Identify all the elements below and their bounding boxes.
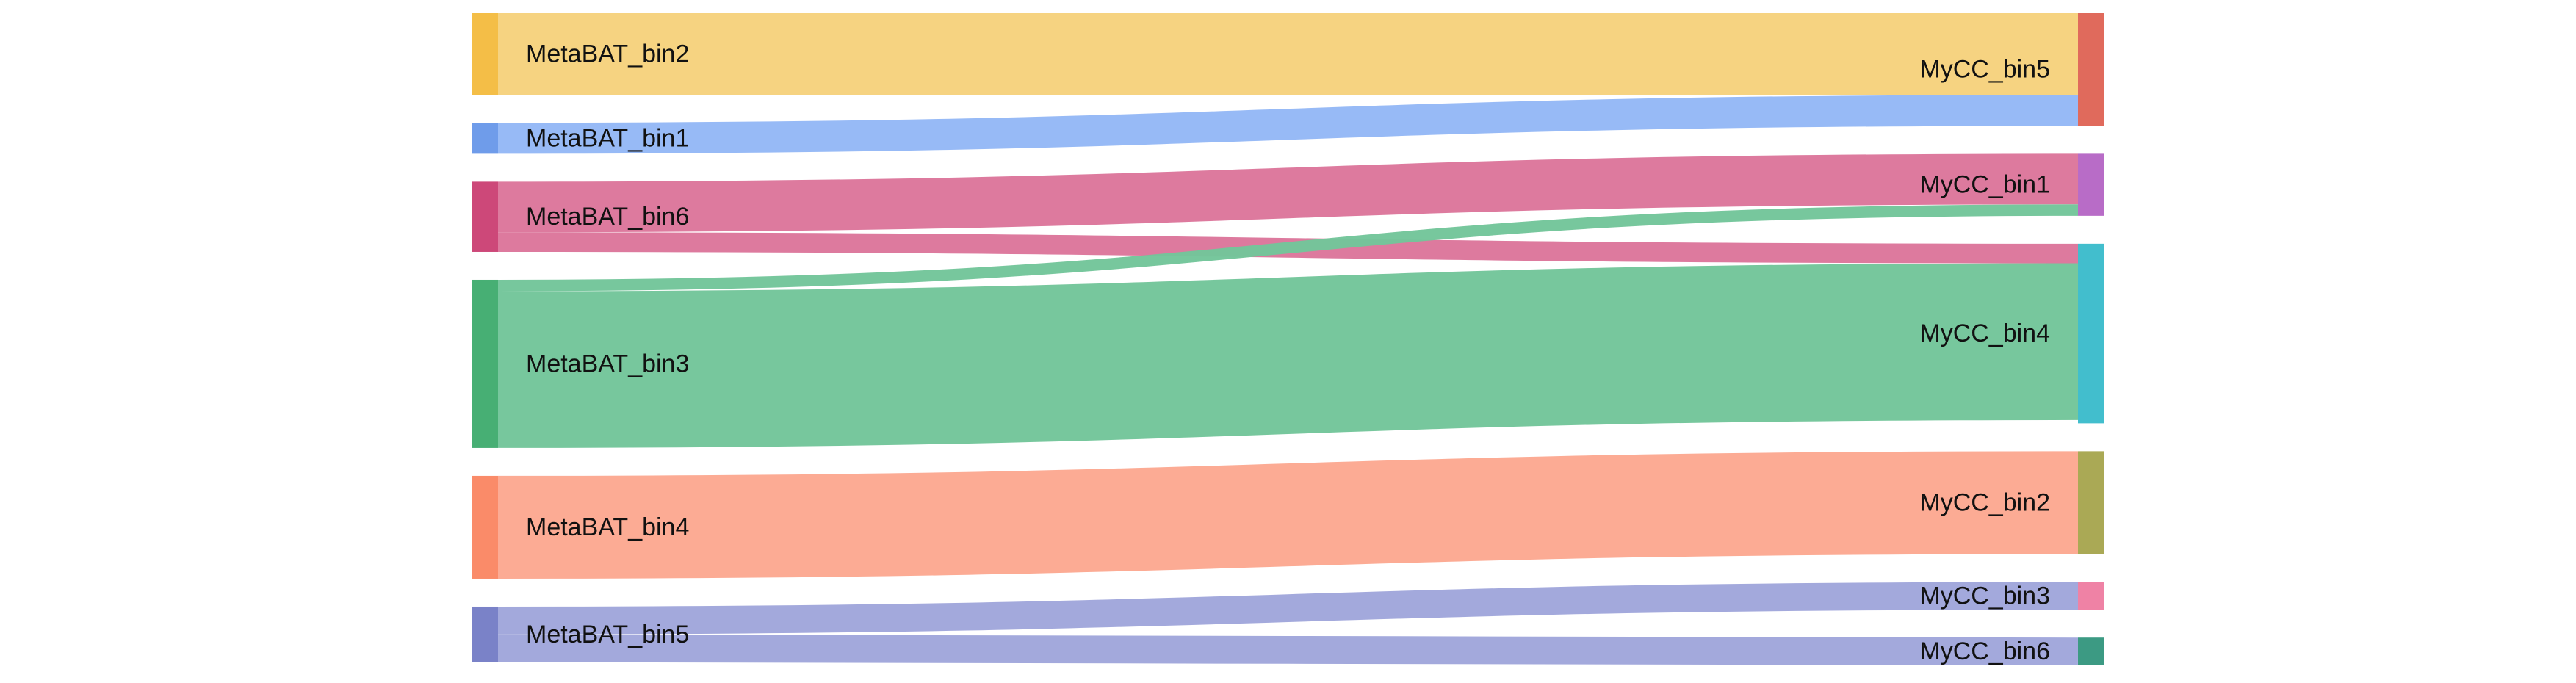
node-MyCC_bin2[interactable] (2078, 451, 2104, 554)
node-MyCC_bin6[interactable] (2078, 637, 2104, 665)
node-MetaBAT_bin4[interactable] (472, 475, 498, 579)
node-MetaBAT_bin1[interactable] (472, 123, 498, 154)
label-MetaBAT_bin5: MetaBAT_bin5 (526, 621, 689, 648)
link-MetaBAT_bin3-to-MyCC_bin1[interactable] (497, 204, 2079, 292)
label-MetaBAT_bin1: MetaBAT_bin1 (526, 124, 689, 152)
nodes-layer (472, 13, 2104, 665)
link-MetaBAT_bin6-to-MyCC_bin1[interactable] (497, 153, 2079, 233)
links-layer (497, 13, 2079, 665)
node-MyCC_bin1[interactable] (2078, 153, 2104, 216)
label-MyCC_bin6: MyCC_bin6 (1919, 637, 2050, 665)
label-MyCC_bin1: MyCC_bin1 (1919, 171, 2050, 199)
label-MetaBAT_bin3: MetaBAT_bin3 (526, 350, 689, 377)
label-MyCC_bin3: MyCC_bin3 (1919, 582, 2050, 610)
node-MetaBAT_bin6[interactable] (472, 181, 498, 252)
node-MyCC_bin3[interactable] (2078, 582, 2104, 610)
node-MyCC_bin5[interactable] (2078, 13, 2104, 126)
node-MetaBAT_bin2[interactable] (472, 13, 498, 95)
label-MyCC_bin2: MyCC_bin2 (1919, 488, 2050, 516)
node-MetaBAT_bin5[interactable] (472, 606, 498, 662)
link-MetaBAT_bin5-to-MyCC_bin3[interactable] (497, 582, 2079, 635)
node-MetaBAT_bin3[interactable] (472, 279, 498, 448)
label-MetaBAT_bin4: MetaBAT_bin4 (526, 513, 689, 541)
label-MetaBAT_bin6: MetaBAT_bin6 (526, 203, 689, 231)
label-MyCC_bin4: MyCC_bin4 (1919, 319, 2050, 347)
label-MetaBAT_bin2: MetaBAT_bin2 (526, 40, 689, 68)
link-MetaBAT_bin3-to-MyCC_bin4[interactable] (497, 263, 2079, 448)
node-MyCC_bin4[interactable] (2078, 243, 2104, 424)
label-MyCC_bin5: MyCC_bin5 (1919, 56, 2050, 84)
link-MetaBAT_bin5-to-MyCC_bin6[interactable] (497, 634, 2079, 665)
labels-layer: MetaBAT_bin2 MetaBAT_bin1 MetaBAT_bin6 Meta… (526, 40, 2050, 666)
link-MetaBAT_bin1-to-MyCC_bin5[interactable] (497, 95, 2079, 154)
link-MetaBAT_bin4-to-MyCC_bin2[interactable] (497, 451, 2079, 579)
